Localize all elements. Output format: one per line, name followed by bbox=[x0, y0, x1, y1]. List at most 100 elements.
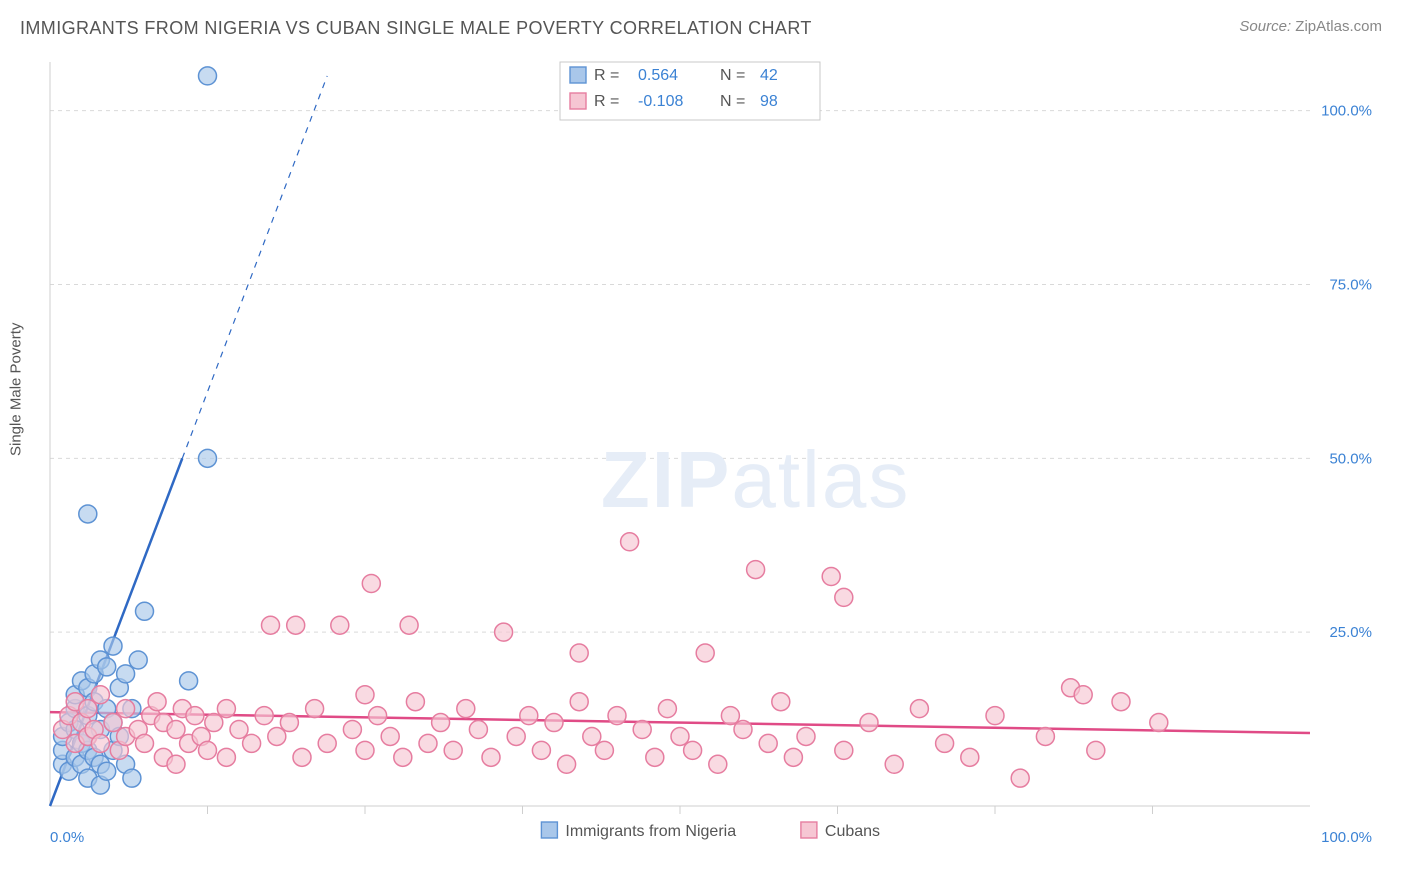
watermark: ZIPatlas bbox=[601, 435, 910, 524]
scatter-point bbox=[148, 693, 166, 711]
legend-N-value: 98 bbox=[760, 93, 778, 110]
scatter-chart: ZIPatlas25.0%50.0%75.0%100.0%0.0%100.0%R… bbox=[20, 56, 1390, 856]
scatter-point bbox=[419, 734, 437, 752]
scatter-point bbox=[199, 449, 217, 467]
legend-series-label: Cubans bbox=[825, 823, 880, 840]
scatter-point bbox=[721, 707, 739, 725]
scatter-point bbox=[482, 748, 500, 766]
scatter-point bbox=[199, 741, 217, 759]
page: IMMIGRANTS FROM NIGERIA VS CUBAN SINGLE … bbox=[0, 0, 1406, 892]
scatter-point bbox=[287, 616, 305, 634]
scatter-point bbox=[79, 700, 97, 718]
scatter-point bbox=[558, 755, 576, 773]
legend-swatch bbox=[570, 67, 586, 83]
scatter-point bbox=[772, 693, 790, 711]
x-tick-label: 0.0% bbox=[50, 829, 84, 846]
scatter-point bbox=[671, 727, 689, 745]
scatter-point bbox=[570, 693, 588, 711]
scatter-point bbox=[835, 588, 853, 606]
scatter-point bbox=[243, 734, 261, 752]
scatter-point bbox=[98, 762, 116, 780]
legend-swatch bbox=[541, 822, 557, 838]
x-tick-label: 100.0% bbox=[1321, 829, 1372, 846]
y-tick-label: 50.0% bbox=[1329, 450, 1372, 467]
scatter-point bbox=[469, 721, 487, 739]
chart-title: IMMIGRANTS FROM NIGERIA VS CUBAN SINGLE … bbox=[20, 18, 812, 39]
scatter-point bbox=[205, 714, 223, 732]
scatter-point bbox=[583, 727, 601, 745]
scatter-point bbox=[1011, 769, 1029, 787]
scatter-point bbox=[595, 741, 613, 759]
scatter-point bbox=[79, 505, 97, 523]
scatter-point bbox=[734, 721, 752, 739]
scatter-point bbox=[1036, 727, 1054, 745]
scatter-point bbox=[199, 67, 217, 85]
scatter-point bbox=[835, 741, 853, 759]
scatter-point bbox=[117, 665, 135, 683]
scatter-point bbox=[507, 727, 525, 745]
scatter-point bbox=[885, 755, 903, 773]
scatter-point bbox=[394, 748, 412, 766]
scatter-point bbox=[293, 748, 311, 766]
legend-N-value: 42 bbox=[760, 67, 778, 84]
scatter-point bbox=[217, 748, 235, 766]
scatter-point bbox=[608, 707, 626, 725]
scatter-point bbox=[362, 574, 380, 592]
trend-line-extrapolated bbox=[182, 76, 327, 458]
plot-area: Single Male Poverty ZIPatlas25.0%50.0%75… bbox=[20, 56, 1390, 856]
scatter-point bbox=[1150, 714, 1168, 732]
scatter-point bbox=[961, 748, 979, 766]
scatter-point bbox=[457, 700, 475, 718]
scatter-point bbox=[1112, 693, 1130, 711]
scatter-point bbox=[684, 741, 702, 759]
scatter-point bbox=[104, 714, 122, 732]
scatter-point bbox=[400, 616, 418, 634]
scatter-point bbox=[262, 616, 280, 634]
scatter-point bbox=[621, 533, 639, 551]
scatter-point bbox=[136, 602, 154, 620]
y-tick-label: 100.0% bbox=[1321, 103, 1372, 120]
scatter-point bbox=[217, 700, 235, 718]
legend-swatch bbox=[801, 822, 817, 838]
scatter-point bbox=[406, 693, 424, 711]
scatter-point bbox=[136, 734, 154, 752]
source-value: ZipAtlas.com bbox=[1295, 18, 1382, 35]
scatter-point bbox=[860, 714, 878, 732]
scatter-point bbox=[123, 769, 141, 787]
scatter-point bbox=[822, 568, 840, 586]
legend-R-label: R = bbox=[594, 93, 619, 110]
legend-N-label: N = bbox=[720, 67, 745, 84]
scatter-point bbox=[709, 755, 727, 773]
legend-R-value: 0.564 bbox=[638, 67, 678, 84]
legend-R-value: -0.108 bbox=[638, 93, 683, 110]
scatter-point bbox=[797, 727, 815, 745]
scatter-point bbox=[1087, 741, 1105, 759]
legend-N-label: N = bbox=[720, 93, 745, 110]
scatter-point bbox=[633, 721, 651, 739]
scatter-point bbox=[331, 616, 349, 634]
legend-R-label: R = bbox=[594, 67, 619, 84]
scatter-point bbox=[117, 700, 135, 718]
scatter-point bbox=[167, 755, 185, 773]
scatter-point bbox=[759, 734, 777, 752]
scatter-point bbox=[91, 734, 109, 752]
legend-series-label: Immigrants from Nigeria bbox=[565, 823, 736, 840]
scatter-point bbox=[381, 727, 399, 745]
scatter-point bbox=[444, 741, 462, 759]
scatter-point bbox=[167, 721, 185, 739]
scatter-point bbox=[696, 644, 714, 662]
scatter-point bbox=[180, 672, 198, 690]
scatter-point bbox=[747, 561, 765, 579]
source-label: Source: bbox=[1239, 18, 1291, 35]
scatter-point bbox=[986, 707, 1004, 725]
scatter-point bbox=[369, 707, 387, 725]
scatter-point bbox=[646, 748, 664, 766]
scatter-point bbox=[532, 741, 550, 759]
y-axis-label: Single Male Poverty bbox=[8, 323, 25, 456]
scatter-point bbox=[495, 623, 513, 641]
scatter-point bbox=[98, 658, 116, 676]
scatter-point bbox=[230, 721, 248, 739]
y-tick-label: 25.0% bbox=[1329, 624, 1372, 641]
scatter-point bbox=[91, 686, 109, 704]
scatter-point bbox=[936, 734, 954, 752]
